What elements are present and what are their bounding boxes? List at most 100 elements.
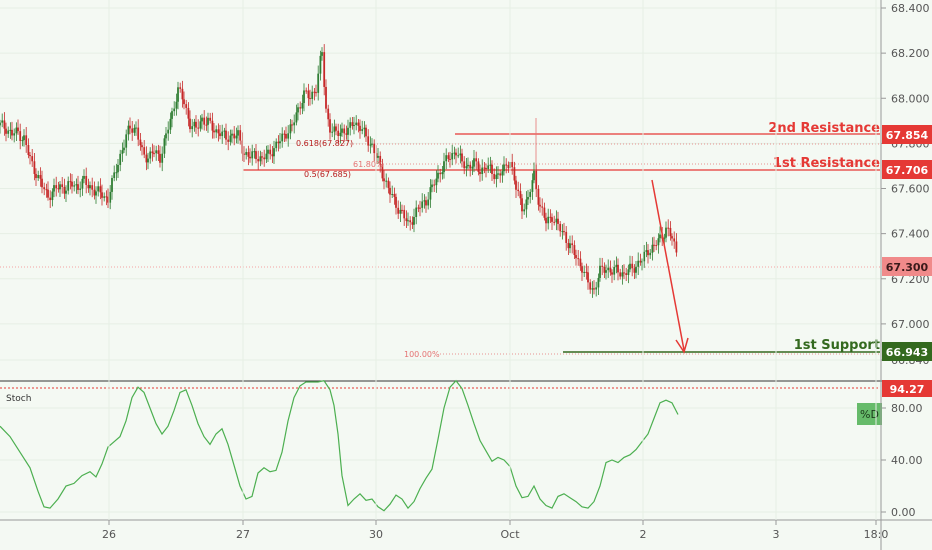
candle-body [15, 127, 18, 134]
candle-body [641, 261, 643, 263]
candle-body [575, 255, 577, 259]
candle-body [459, 153, 462, 156]
candle-body [473, 158, 475, 167]
candle-body [343, 128, 346, 134]
time-axis[interactable]: 26 27 30 Oct 2 3 18:0 [102, 0, 888, 541]
candle-body [449, 158, 451, 160]
candle-body [605, 270, 607, 273]
candle-body [531, 180, 534, 192]
stoch-value: 94.27 [890, 383, 925, 396]
candle-body [423, 200, 426, 202]
candle-body [51, 191, 54, 201]
candle-body [515, 180, 517, 190]
candle-body [543, 207, 546, 218]
candle-body [157, 150, 160, 154]
candle-body [323, 52, 326, 87]
candle-body [305, 90, 308, 92]
candle-body [195, 121, 197, 128]
candle-body [471, 166, 474, 169]
candle-body [65, 190, 67, 194]
candle-body [117, 164, 119, 173]
candle-body [275, 141, 278, 149]
candle-body [445, 155, 448, 162]
candle-body [491, 164, 493, 174]
candle-body [175, 101, 178, 109]
candle-body [77, 184, 79, 190]
candle-body [351, 122, 354, 126]
price-axis-label: 67.000 [891, 318, 930, 331]
candle-body [675, 241, 678, 253]
candle-body [69, 181, 72, 183]
candle-body [337, 130, 340, 137]
candle-body [559, 223, 562, 232]
price-grid [0, 7, 880, 361]
second-resistance-value: 67.854 [886, 129, 929, 142]
candle-body [665, 227, 667, 238]
candle-body [607, 267, 610, 271]
candle-body [597, 277, 600, 288]
candle-body [421, 201, 424, 208]
candle-body [303, 90, 305, 104]
stoch-grid [0, 407, 886, 513]
candle-body [333, 126, 336, 132]
candle-body [121, 150, 124, 154]
candle-body [265, 153, 268, 160]
candle-body [557, 218, 559, 224]
candle-body [369, 144, 372, 146]
candle-body [49, 197, 52, 201]
candle-body [115, 172, 118, 174]
candle-body [53, 185, 55, 192]
candle-body [211, 120, 214, 131]
candle-body [17, 127, 19, 132]
candle-body [645, 250, 648, 252]
candle-body [385, 180, 388, 182]
candle-body [43, 187, 46, 190]
candle-body [409, 220, 412, 223]
candle-body [639, 260, 642, 263]
projection-arrow-line [651, 179, 685, 351]
candle-body [389, 187, 391, 195]
candle-body [655, 245, 658, 247]
time-axis-label: 30 [369, 528, 383, 541]
candle-body [289, 124, 292, 134]
fib-100pct-label: 100.00% [404, 350, 440, 359]
candle-body [429, 187, 432, 200]
candle-body [335, 126, 337, 131]
candle-body [97, 186, 100, 192]
candle-body [325, 86, 327, 109]
candle-body [271, 154, 274, 157]
candle-body [261, 156, 263, 158]
candle-body [173, 108, 176, 112]
price-pane: 0.618(67.827) 0.5(67.685) 61.80% 100.00%… [0, 7, 880, 361]
stoch-d-badge-label: %D [860, 408, 879, 421]
candle-body [5, 128, 7, 134]
candle-body [653, 244, 655, 246]
candle-body [285, 134, 287, 139]
candle-body [505, 164, 508, 166]
candle-body [579, 258, 582, 267]
candle-body [61, 184, 64, 187]
candle-body [279, 141, 281, 144]
candle-body [379, 155, 382, 165]
candle-body [179, 87, 182, 89]
candle-body [109, 191, 112, 203]
candle-body [555, 218, 558, 223]
price-axis-label: 68.200 [891, 47, 930, 60]
candle-body [327, 108, 330, 120]
candle-body [267, 149, 269, 154]
time-axis-label: Oct [500, 528, 520, 541]
candle-body [377, 155, 379, 158]
candle-body [415, 207, 418, 218]
candle-body [425, 200, 427, 206]
candle-body [435, 178, 438, 186]
candle-body [391, 193, 394, 195]
candle-body [625, 273, 628, 275]
candle-body [437, 172, 439, 179]
candle-body [35, 173, 37, 179]
candle-body [671, 236, 673, 239]
candle-body [615, 264, 618, 267]
candle-body [651, 244, 654, 253]
candle-body [255, 151, 257, 160]
candle-body [217, 129, 220, 134]
